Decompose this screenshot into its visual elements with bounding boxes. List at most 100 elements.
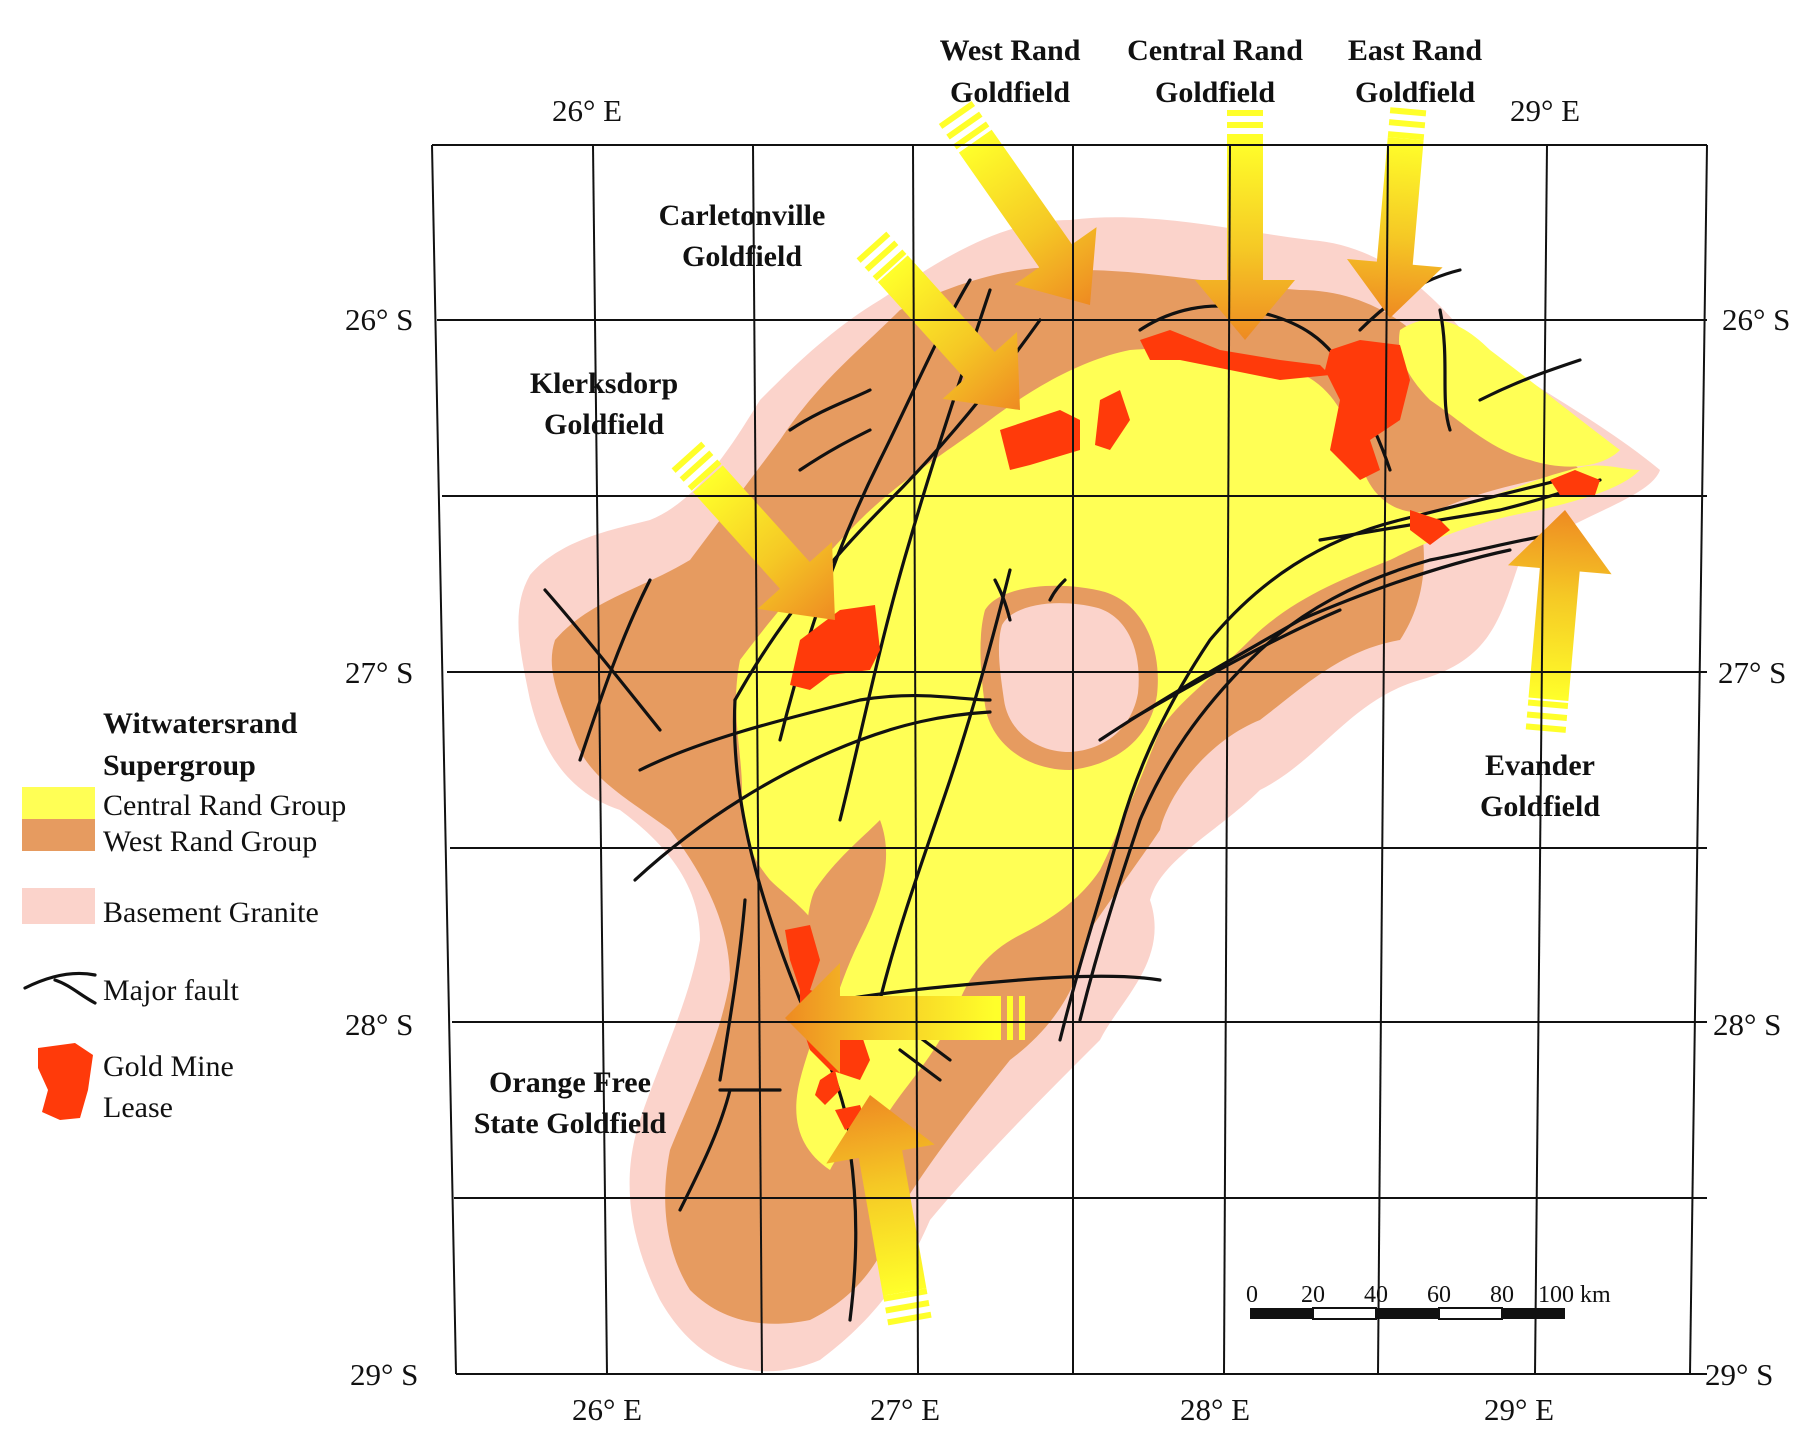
grid-line [912,144,919,1375]
fault-line [678,1088,732,1212]
gold-mine-lease-east-rand [1325,340,1410,480]
lon-label-bottom-26: 26° E [572,1392,642,1427]
grid-line [592,144,608,1375]
coordinate-grid [431,144,1708,1375]
granite-dome-core [998,603,1139,752]
fault-line [1048,578,1067,602]
goldfield-label-east-rand-line1: East Rand [1348,34,1483,67]
east-basin-yellow [1399,319,1620,467]
fault-line [1128,608,1342,722]
arrow-central-rand [1195,110,1295,340]
legend-swatch-central-rand [22,787,95,819]
fault-line [718,898,747,1082]
scale-segment [1250,1308,1313,1319]
goldfield-label-klerksdorp-line1: Klerksdorp [530,367,678,400]
lon-label-bottom-29: 29° E [1484,1392,1554,1427]
fault-line [898,1048,942,1082]
fault-line [1478,358,1582,402]
lat-label-left-29: 29° S [350,1357,418,1392]
goldfield-label-evander-line1: Evander [1485,749,1595,782]
gold-mine-lease-ofs-south [815,1070,840,1105]
gold-mine-lease-central-rand [1140,330,1330,380]
goldfield-label-ofs-line1: Orange Free [489,1066,651,1099]
scale-tick-80: 80 [1490,1282,1514,1308]
fault-line [798,428,872,472]
gold-mine-lease-klerksdorp [790,605,880,690]
arrow-orange-free-state [785,963,1025,1073]
goldfield-label-east-rand-line2: Goldfield [1355,76,1475,109]
scale-tick-40: 40 [1364,1282,1388,1308]
fault-line [838,974,1162,1002]
scale-tick-100km: 100 km [1538,1282,1611,1308]
fault-line [732,698,852,1152]
gold-mine-lease-carletonville [1000,410,1080,470]
grid-line [752,144,763,1375]
scale-tick-0: 0 [1246,1282,1258,1308]
goldfield-label-west-rand-line2: Goldfield [950,76,1070,109]
goldfield-arrows [671,101,1612,1326]
fault-line [1438,308,1452,432]
legend-gold-mine-icon [38,1043,93,1120]
lon-label-bottom-27: 27° E [870,1392,940,1427]
lat-label-right-26: 26° S [1722,302,1790,337]
fault-line [1078,533,1552,1022]
fault-line [993,578,1012,622]
scale-segment [1502,1308,1565,1319]
lat-label-left-27: 27° S [345,655,413,690]
legend-label-fault: Major fault [103,974,239,1007]
arrow-east-rand [1346,107,1443,318]
goldfield-label-evander-line2: Goldfield [1480,790,1600,823]
legend-title-line2: Supergroup [103,749,256,782]
grid-line [1223,144,1231,1375]
scale-segment [1312,1307,1377,1320]
legend-fault-icon [23,971,97,1005]
lat-label-right-27: 27° S [1718,655,1786,690]
goldfield-label-carletonville-line2: Goldfield [682,240,802,273]
grid-line [1534,144,1548,1375]
grid-line [1689,144,1708,1375]
fault-line [848,1148,858,1322]
goldfield-label-klerksdorp-line2: Goldfield [544,408,664,441]
gold-mine-lease-west-rand [1095,390,1130,450]
coordinate-labels: 26° E 29° E 26° E 27° E 28° E 29° E 26° … [345,93,1790,1427]
fault-line [1058,478,1562,1042]
scale-tick-60: 60 [1427,1282,1451,1308]
goldfield-label-west-rand-line1: West Rand [940,34,1081,67]
lon-label-top-29: 29° E [1510,93,1580,128]
legend-label-central-rand: Central Rand Group [103,789,346,822]
lat-label-right-29: 29° S [1705,1357,1773,1392]
goldfield-label-ofs-line2: State Goldfield [474,1107,667,1140]
goldfield-label-central-rand-line2: Goldfield [1155,76,1275,109]
gold-mine-lease-evander [1410,510,1450,545]
legend: Witwatersrand Supergroup Central Rand Gr… [22,707,346,1124]
fault-line [638,693,992,772]
scale-bar: 0 20 40 60 80 100 km [1246,1282,1611,1320]
legend-title-line1: Witwatersrand [103,707,298,740]
legend-label-west-rand: West Rand Group [103,825,317,858]
legend-swatch-west-rand [22,819,95,851]
lat-label-left-26: 26° S [345,302,413,337]
scale-segment [1438,1307,1503,1320]
grid-line [1377,144,1389,1375]
central-rand-group-area [736,349,1640,1170]
goldfield-labels: West Rand Goldfield Central Rand Goldfie… [474,34,1601,1140]
arrow-ofs-south [826,1095,935,1326]
fault-line [788,388,872,432]
lat-label-right-28: 28° S [1713,1007,1781,1042]
arrow-west-rand [938,101,1097,305]
arrow-evander [1507,510,1612,733]
goldfield-label-central-rand-line1: Central Rand [1127,34,1303,67]
scale-tick-20: 20 [1301,1282,1325,1308]
lat-label-left-28: 28° S [345,1007,413,1042]
legend-label-basement: Basement Granite [103,896,319,929]
arrow-klerksdorp [671,441,835,620]
fault-line [878,568,1012,1002]
lon-label-bottom-28: 28° E [1180,1392,1250,1427]
gold-mine-lease-evander-east [1550,470,1600,495]
geology-layers [518,217,1660,1372]
fault-line [543,588,662,732]
goldfield-label-carletonville-line1: Carletonville [659,199,826,232]
legend-swatch-basement-granite [22,888,95,924]
legend-label-gold-line1: Gold Mine [103,1050,234,1083]
